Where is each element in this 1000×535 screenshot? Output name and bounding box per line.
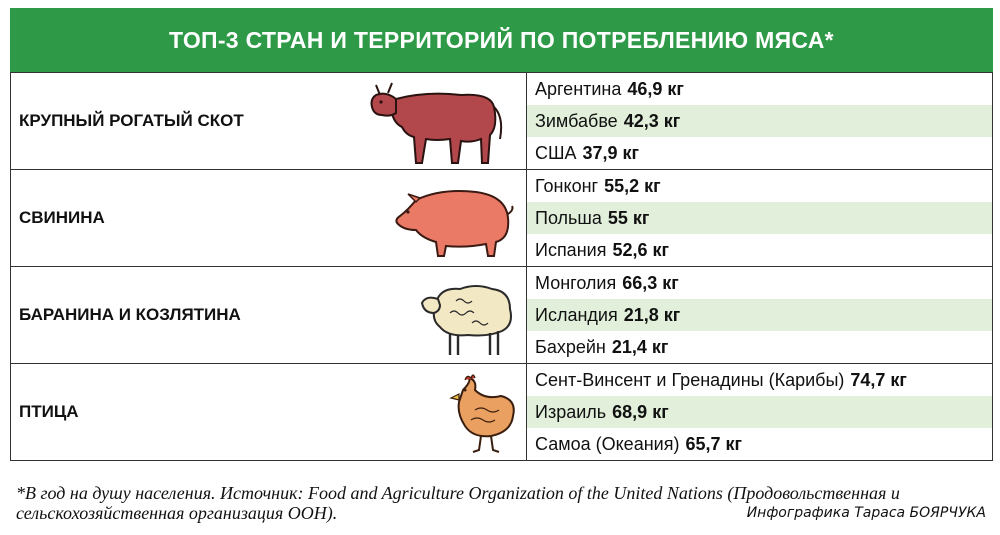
consumption-value: 68,9 кг bbox=[612, 401, 669, 422]
cow-icon bbox=[370, 82, 503, 164]
chart-title: ТОП-3 СТРАН И ТЕРРИТОРИЙ ПО ПОТРЕБЛЕНИЮ … bbox=[169, 26, 834, 53]
country-name: Гонконг bbox=[535, 175, 599, 196]
data-row: Польша 55 кг bbox=[527, 202, 992, 234]
country-name: Польша bbox=[535, 207, 602, 228]
category-row: КРУПНЫЙ РОГАТЫЙ СКОТ Аргентина 46,9 кг Зимб… bbox=[10, 72, 993, 170]
data-row: Аргентина 46,9 кг bbox=[527, 73, 992, 105]
country-name: Испания bbox=[535, 239, 607, 260]
data-row: Монголия 66,3 кг bbox=[527, 267, 992, 299]
consumption-value: 37,9 кг bbox=[582, 142, 640, 163]
meat-consumption-table: КРУПНЫЙ РОГАТЫЙ СКОТ Аргентина 46,9 кг Зимб… bbox=[10, 72, 993, 461]
data-row: Исландия 21,8 кг bbox=[527, 299, 992, 331]
category-cell: КРУПНЫЙ РОГАТЫЙ СКОТ bbox=[10, 72, 527, 170]
country-name: Аргентина bbox=[535, 78, 622, 99]
category-label: КРУПНЫЙ РОГАТЫЙ СКОТ bbox=[19, 111, 244, 130]
data-row: США 37,9 кг bbox=[527, 137, 992, 169]
data-row: Бахрейн 21,4 кг bbox=[527, 331, 992, 363]
credit: Инфографика Тараса БОЯРЧУКА bbox=[746, 505, 986, 521]
country-name: Зимбабве bbox=[535, 110, 618, 131]
pig-icon bbox=[395, 190, 514, 257]
consumption-value: 21,8 кг bbox=[623, 304, 681, 325]
country-name: Бахрейн bbox=[535, 336, 606, 357]
header-banner: ТОП-3 СТРАН И ТЕРРИТОРИЙ ПО ПОТРЕБЛЕНИЮ … bbox=[10, 8, 993, 72]
country-name: Исландия bbox=[535, 304, 618, 325]
values-cell: Монголия 66,3 кг Исландия 21,8 кг Бахрейн 21,… bbox=[526, 266, 993, 364]
consumption-value: 65,7 кг bbox=[685, 433, 742, 454]
data-row: Сент-Винсент и Гренадины (Карибы) 74,7 кг bbox=[527, 364, 992, 396]
country-name: Израиль bbox=[535, 401, 607, 422]
category-label: СВИНИНА bbox=[19, 208, 105, 227]
values-cell: Сент-Винсент и Гренадины (Карибы) 74,7 кг… bbox=[526, 363, 993, 461]
country-name: Сент-Винсент и Гренадины (Карибы) bbox=[535, 369, 845, 390]
consumption-value: 52,6 кг bbox=[612, 239, 669, 260]
consumption-value: 55 кг bbox=[607, 207, 650, 228]
sheep-icon bbox=[420, 285, 512, 355]
values-cell: Гонконг 55,2 кг Польша 55 кг Испания 52,6 кг bbox=[526, 169, 993, 267]
data-row: Гонконг 55,2 кг bbox=[527, 170, 992, 202]
consumption-value: 42,3 кг bbox=[623, 110, 681, 131]
consumption-value: 21,4 кг bbox=[611, 336, 669, 357]
category-row: ПТИЦА Сент-Винсент и Гренадины (Карибы) 74… bbox=[10, 363, 993, 461]
country-name: Самоа (Океания) bbox=[535, 433, 680, 454]
country-name: США bbox=[535, 142, 577, 163]
footnote: *В год на душу населения. Источник: Food… bbox=[16, 483, 900, 523]
consumption-value: 55,2 кг bbox=[604, 175, 661, 196]
chicken-icon bbox=[449, 374, 515, 453]
data-row: Израиль 68,9 кг bbox=[527, 396, 992, 428]
data-row: Зимбабве 42,3 кг bbox=[527, 105, 992, 137]
country-name: Монголия bbox=[535, 272, 617, 293]
category-label: ПТИЦА bbox=[19, 402, 79, 421]
consumption-value: 46,9 кг bbox=[627, 78, 684, 99]
data-row: Самоа (Океания) 65,7 кг bbox=[527, 428, 992, 460]
consumption-value: 66,3 кг bbox=[622, 272, 679, 293]
consumption-value: 74,7 кг bbox=[850, 369, 907, 390]
category-cell: БАРАНИНА И КОЗЛЯТИНА bbox=[10, 266, 527, 364]
category-cell: СВИНИНА bbox=[10, 169, 527, 267]
data-row: Испания 52,6 кг bbox=[527, 234, 992, 266]
values-cell: Аргентина 46,9 кг Зимбабве 42,3 кг США 37,9 к… bbox=[526, 72, 993, 170]
category-row: БАРАНИНА И КОЗЛЯТИНА Монголия 66,3 кг Ислан… bbox=[10, 266, 993, 364]
category-row: СВИНИНА Гонконг 55,2 кг Польша 55 кг Испания 5… bbox=[10, 169, 993, 267]
category-cell: ПТИЦА bbox=[10, 363, 527, 461]
category-label: БАРАНИНА И КОЗЛЯТИНА bbox=[19, 305, 241, 324]
